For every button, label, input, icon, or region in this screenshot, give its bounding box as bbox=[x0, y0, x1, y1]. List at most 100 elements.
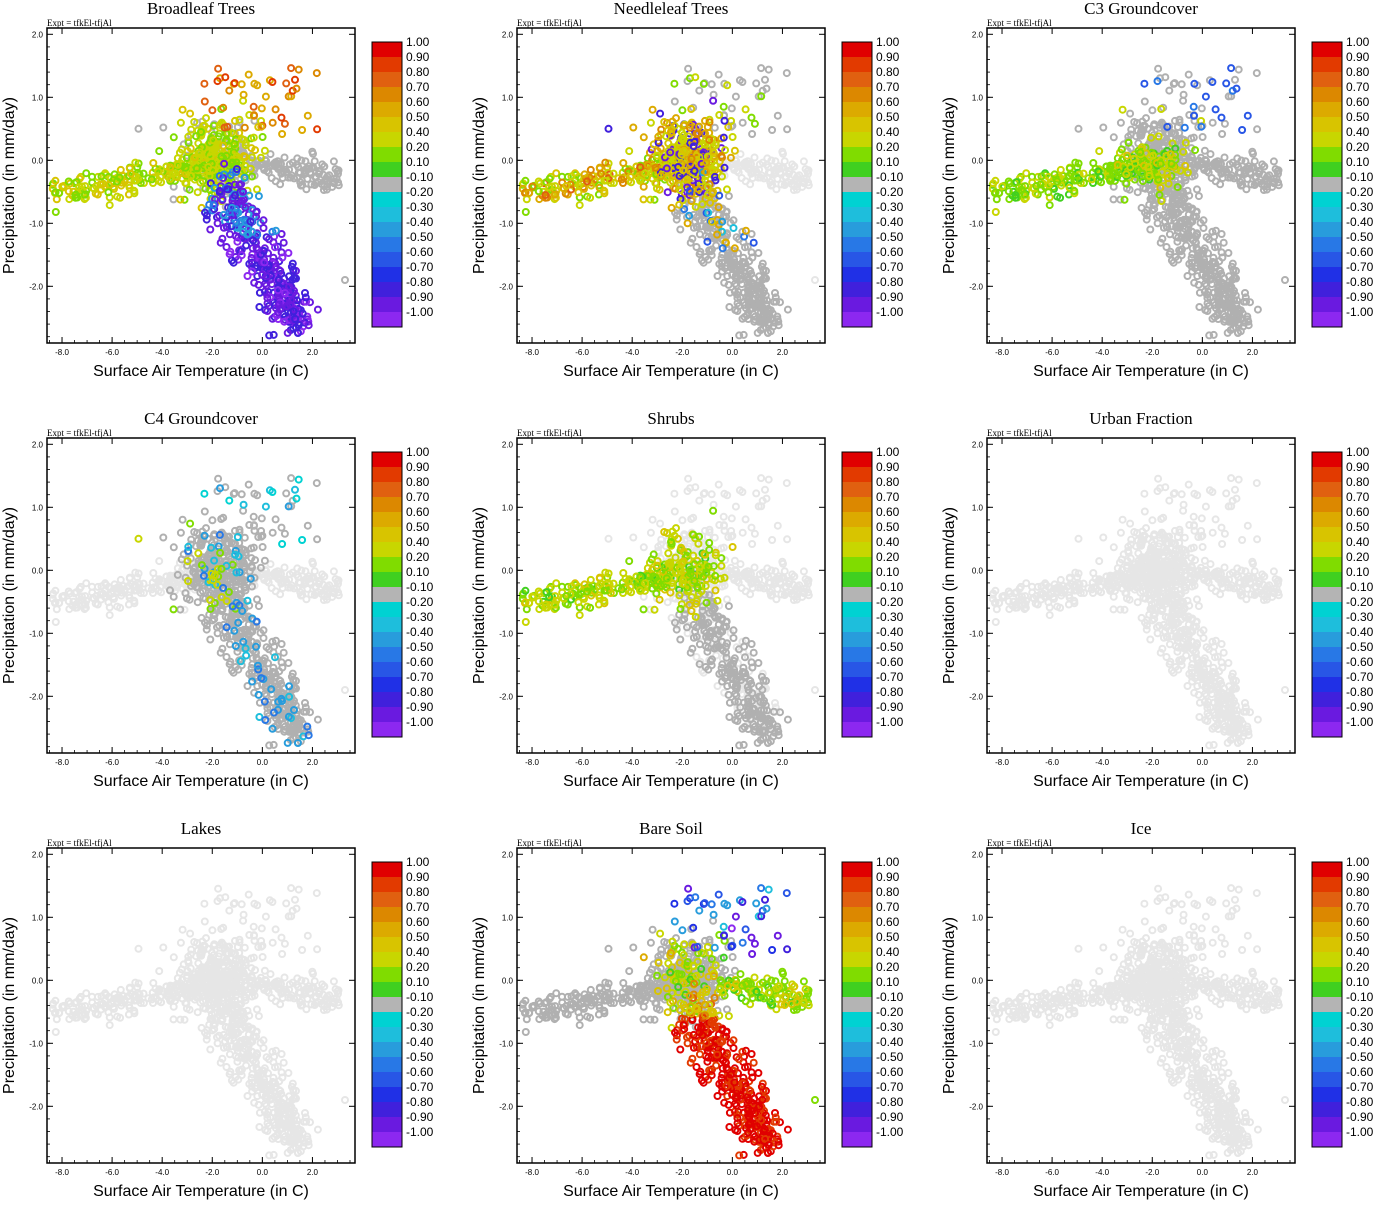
colorbar-swatch bbox=[1312, 297, 1342, 313]
colorbar-label: -0.10 bbox=[406, 170, 434, 184]
colorbar-swatch bbox=[1312, 57, 1342, 73]
colorbar-swatch bbox=[1312, 207, 1342, 223]
panel-broadleaf-trees: Broadleaf Trees Expt = tfkEl-tfjAl -8.0 -6.… bbox=[1, 0, 434, 380]
colorbar-swatch bbox=[842, 282, 872, 298]
colorbar-swatch bbox=[842, 237, 872, 253]
colorbar-label: -1.00 bbox=[876, 305, 904, 319]
colorbar-label: 0.40 bbox=[876, 125, 900, 139]
y-tick-label: 1.0 bbox=[972, 93, 984, 102]
colorbar-label: -0.70 bbox=[876, 260, 904, 274]
colorbar-label: 0.40 bbox=[406, 535, 430, 549]
colorbar-label: 0.40 bbox=[1346, 125, 1370, 139]
colorbar-label: 0.90 bbox=[406, 460, 430, 474]
colorbar-swatch bbox=[842, 312, 872, 328]
colorbar-label: -0.40 bbox=[406, 625, 434, 639]
x-tick-label: -2.0 bbox=[205, 758, 219, 767]
colorbar-swatch bbox=[372, 572, 402, 588]
x-tick-label: -8.0 bbox=[525, 348, 539, 357]
experiment-label: Expt = tfkEl-tfjAl bbox=[517, 18, 582, 28]
colorbar-swatch bbox=[842, 297, 872, 313]
colorbar-swatch bbox=[372, 467, 402, 483]
colorbar-label: 0.70 bbox=[1346, 80, 1370, 94]
colorbar-label: 0.80 bbox=[406, 65, 430, 79]
experiment-label: Expt = tfkEl-tfjAl bbox=[987, 18, 1052, 28]
colorbar-label: 1.00 bbox=[1346, 35, 1370, 49]
colorbar-swatch bbox=[1312, 177, 1342, 193]
colorbar-swatch bbox=[842, 207, 872, 223]
colorbar-swatch bbox=[842, 132, 872, 148]
y-axis-label: Precipitation (in mm/day) bbox=[1, 507, 18, 684]
x-tick-label: -4.0 bbox=[625, 348, 639, 357]
colorbar-swatch bbox=[1312, 267, 1342, 283]
colorbar-label: -0.40 bbox=[1346, 215, 1373, 229]
colorbar-label: -0.90 bbox=[406, 700, 434, 714]
y-axis-label: Precipitation (in mm/day) bbox=[1, 97, 18, 274]
y-tick-label: 1.0 bbox=[502, 93, 514, 102]
colorbar-swatch bbox=[372, 207, 402, 223]
colorbar-label: 0.90 bbox=[1346, 50, 1370, 64]
colorbar-swatch bbox=[372, 602, 402, 618]
panel-title: Broadleaf Trees bbox=[147, 0, 255, 18]
colorbar: 1.000.900.800.700.600.500.400.200.10-0.1… bbox=[1312, 35, 1373, 328]
colorbar-swatch bbox=[842, 87, 872, 103]
experiment-label: Expt = tfkEl-tfjAl bbox=[47, 18, 112, 28]
colorbar-swatch bbox=[372, 482, 402, 498]
colorbar-swatch bbox=[1312, 72, 1342, 88]
colorbar-swatch bbox=[1312, 147, 1342, 163]
colorbar-swatch bbox=[372, 252, 402, 268]
colorbar-label: 0.10 bbox=[876, 155, 900, 169]
x-axis-label: Surface Air Temperature (in C) bbox=[93, 773, 309, 790]
colorbar-label: 0.50 bbox=[406, 520, 430, 534]
colorbar-swatch bbox=[842, 72, 872, 88]
colorbar-swatch bbox=[1312, 117, 1342, 133]
colorbar-swatch bbox=[372, 677, 402, 693]
colorbar-label: 0.60 bbox=[876, 95, 900, 109]
colorbar-label: 0.10 bbox=[406, 155, 430, 169]
colorbar: 1.000.900.800.700.600.500.400.200.10-0.1… bbox=[372, 445, 434, 738]
x-tick-label: 2.0 bbox=[777, 348, 789, 357]
colorbar-label: -1.00 bbox=[1346, 305, 1373, 319]
colorbar-swatch bbox=[372, 587, 402, 603]
colorbar-label: -0.90 bbox=[406, 290, 434, 304]
y-tick-label: -2.0 bbox=[499, 282, 513, 291]
experiment-label: Expt = tfkEl-tfjAl bbox=[517, 428, 582, 438]
x-tick-label: -6.0 bbox=[575, 348, 589, 357]
colorbar-label: -0.70 bbox=[406, 670, 434, 684]
colorbar-label: -0.20 bbox=[406, 595, 434, 609]
colorbar-swatch bbox=[1312, 252, 1342, 268]
colorbar-label: 0.70 bbox=[406, 490, 430, 504]
x-tick-label: -8.0 bbox=[55, 758, 69, 767]
colorbar-swatch bbox=[372, 662, 402, 678]
colorbar-swatch bbox=[372, 42, 402, 58]
x-tick-label: 0.0 bbox=[727, 348, 739, 357]
colorbar-swatch bbox=[372, 222, 402, 238]
x-tick-label: -4.0 bbox=[155, 758, 169, 767]
x-axis-label: Surface Air Temperature (in C) bbox=[1033, 363, 1249, 380]
x-tick-label: -6.0 bbox=[105, 348, 119, 357]
y-axis-label: Precipitation (in mm/day) bbox=[941, 97, 958, 274]
colorbar-label: 0.60 bbox=[406, 505, 430, 519]
colorbar-swatch bbox=[842, 102, 872, 118]
y-tick-label: 1.0 bbox=[32, 93, 44, 102]
x-tick-label: 0.0 bbox=[1197, 348, 1209, 357]
colorbar-label: -1.00 bbox=[406, 715, 434, 729]
colorbar-swatch bbox=[1312, 87, 1342, 103]
colorbar-swatch bbox=[1312, 42, 1342, 58]
y-tick-label: 0.0 bbox=[32, 156, 44, 165]
colorbar-swatch bbox=[372, 647, 402, 663]
x-tick-label: -8.0 bbox=[55, 348, 69, 357]
x-axis-label: Surface Air Temperature (in C) bbox=[563, 363, 779, 380]
colorbar-label: 1.00 bbox=[876, 35, 900, 49]
colorbar-label: 0.90 bbox=[876, 50, 900, 64]
colorbar-label: 0.70 bbox=[876, 80, 900, 94]
colorbar-label: -0.60 bbox=[406, 245, 434, 259]
y-tick-label: -2.0 bbox=[29, 692, 43, 701]
y-tick-label: -2.0 bbox=[969, 282, 983, 291]
colorbar-swatch bbox=[842, 267, 872, 283]
colorbar-label: -0.30 bbox=[406, 610, 434, 624]
colorbar-swatch bbox=[842, 252, 872, 268]
colorbar-swatch bbox=[372, 632, 402, 648]
